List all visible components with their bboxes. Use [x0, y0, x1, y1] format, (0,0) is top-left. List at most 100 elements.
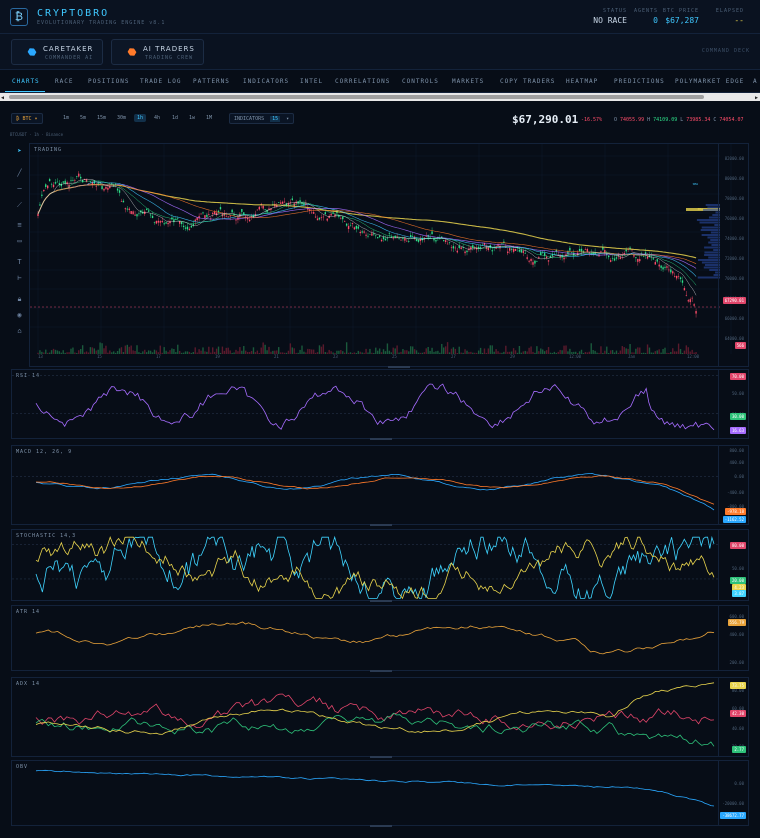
volume-bar	[146, 352, 148, 354]
pane-resize-handle[interactable]	[370, 670, 392, 672]
ray-icon[interactable]: ⟋	[17, 201, 22, 209]
tab-intel[interactable]: INTEL	[300, 78, 324, 85]
tab-markets[interactable]: MARKETS	[452, 78, 485, 85]
volume-bar	[668, 352, 670, 354]
obv-axis[interactable]: 0.00 -20000.00	[718, 761, 748, 825]
cursor-icon[interactable]: ➤	[17, 147, 22, 155]
volume-bar	[495, 349, 497, 354]
timeframe-1d[interactable]: 1d	[172, 115, 179, 121]
pane-resize-handle[interactable]	[370, 600, 392, 602]
timeframe-5m[interactable]: 5m	[80, 115, 87, 121]
scroll-thumb[interactable]	[9, 95, 704, 99]
tab-trade-log[interactable]: TRADE LOG	[140, 78, 182, 85]
timeframe-1m[interactable]: 1m	[63, 115, 70, 121]
ohlc-value: 74109.09	[653, 117, 681, 123]
candle	[212, 212, 214, 214]
pane-resize-handle[interactable]	[370, 438, 392, 440]
indicators-button[interactable]: INDICATORS 15 ▾	[229, 113, 295, 124]
lock-icon[interactable]: 🔒︎	[17, 295, 22, 303]
hline-icon[interactable]: ─	[17, 185, 22, 193]
candle	[208, 214, 210, 216]
candle	[538, 257, 540, 259]
candle	[85, 179, 88, 183]
volume-bar	[179, 350, 181, 354]
eye-icon[interactable]: ◉	[17, 311, 22, 319]
tab-positions[interactable]: POSITIONS	[88, 78, 130, 85]
volume-bar	[237, 351, 239, 354]
atr-pane[interactable]: ATR 14 600.00 400.00 200.00 556.79	[11, 605, 749, 672]
tab-controls[interactable]: CONTROLS	[402, 78, 439, 85]
candle	[623, 252, 625, 255]
candle	[50, 183, 53, 185]
command-deck-label[interactable]: COMMAND DECK	[701, 48, 750, 54]
tab-correlations[interactable]: CORRELATIONS	[335, 78, 391, 85]
volume-bar	[126, 344, 128, 354]
scroll-left-icon[interactable]: ◀	[1, 95, 5, 101]
pane-resize-handle[interactable]	[370, 825, 392, 827]
tab-race[interactable]: RACE	[55, 78, 74, 85]
obv-pane[interactable]: OBV 0.00 -20000.00 -38672.77	[11, 760, 749, 827]
candle	[491, 250, 493, 252]
tab-predictions[interactable]: PREDICTIONS	[614, 78, 665, 85]
candle	[47, 185, 49, 189]
candle	[571, 252, 573, 253]
candle	[586, 249, 589, 252]
pane-resize-handle[interactable]	[370, 524, 392, 526]
caretaker-card[interactable]: CARETAKER COMMANDER AI	[11, 39, 103, 65]
time-tick: 15	[97, 354, 102, 359]
scroll-right-icon[interactable]: ▶	[754, 95, 758, 101]
tab-copy-traders[interactable]: COPY TRADERS	[500, 78, 556, 85]
timeframe-1h[interactable]: 1h	[134, 114, 147, 122]
timeframe-4h[interactable]: 4h	[154, 115, 161, 121]
fib-icon[interactable]: ≡	[17, 221, 22, 229]
text-icon[interactable]: T	[17, 258, 22, 266]
tab-a[interactable]: A	[753, 78, 758, 85]
main-chart-pane[interactable]: TRADING 82000.00 80000.00 78000.00 76000.00…	[29, 143, 750, 368]
volume-bar	[225, 347, 227, 354]
price-chart-svg[interactable]	[30, 144, 750, 368]
measure-icon[interactable]: ⊢	[17, 274, 22, 282]
candle	[666, 266, 668, 268]
candle	[613, 258, 616, 261]
volume-bar	[652, 352, 655, 354]
trash-icon[interactable]: ⌂	[17, 327, 22, 335]
horizontal-scrollbar[interactable]: ◀ ▶	[0, 93, 760, 101]
tab-patterns[interactable]: PATTERNS	[193, 78, 230, 85]
card-title: AI TRADERS	[143, 45, 195, 53]
timeframe-30m[interactable]: 30m	[117, 115, 127, 121]
adx-svg	[35, 682, 715, 747]
stochastic-pane[interactable]: STOCHASTIC 14,380.0050.0020.0080.0020.00…	[11, 529, 749, 602]
macd-axis[interactable]: 800.00 400.00 0.00 -400.00 -800.00	[718, 446, 748, 524]
ai-traders-card[interactable]: AI TRADERS TRADING CREW	[111, 39, 204, 65]
pane-resize-handle[interactable]	[370, 756, 392, 758]
timeframe-1w[interactable]: 1w	[189, 115, 196, 121]
atr-axis[interactable]: 600.00 400.00 200.00	[718, 606, 748, 670]
candle	[662, 267, 664, 270]
tab-polymarket-edge[interactable]: POLYMARKET EDGE	[675, 78, 745, 85]
timeframe-15m[interactable]: 15m	[97, 115, 107, 121]
tab-indicators[interactable]: INDICATORS	[243, 78, 290, 85]
volume-bar	[361, 352, 363, 354]
volume-bar	[619, 350, 622, 354]
candle	[299, 200, 301, 203]
volume-bar	[450, 348, 453, 354]
adx-series-line	[35, 712, 715, 747]
price-axis[interactable]: 82000.00 80000.00 78000.00 76000.00 74000.00…	[718, 144, 748, 366]
rect-icon[interactable]: ▭	[17, 237, 22, 245]
candle	[262, 205, 264, 209]
macd-pane[interactable]: MACD 12, 26, 9 800.00 400.00 0.00 -400.00 -80…	[11, 445, 749, 526]
volume-bar	[200, 350, 202, 354]
line-icon[interactable]: ╱	[17, 169, 22, 177]
candle	[483, 242, 486, 245]
tab-charts[interactable]: CHARTS	[12, 78, 40, 85]
pane-resize-handle[interactable]	[388, 366, 410, 368]
tab-heatmap[interactable]: HEATMAP	[566, 78, 599, 85]
symbol-select[interactable]: ₿ BTC ▾	[11, 113, 43, 124]
candle	[681, 280, 684, 283]
volume-bar	[380, 352, 383, 354]
candle	[126, 208, 128, 210]
timeframe-1M[interactable]: 1M	[206, 115, 213, 121]
